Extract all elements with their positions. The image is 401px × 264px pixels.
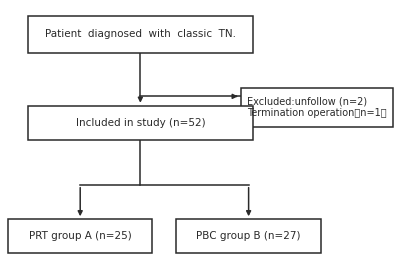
FancyBboxPatch shape [28, 16, 253, 53]
Text: Patient  diagnosed  with  classic  TN.: Patient diagnosed with classic TN. [45, 29, 236, 39]
Text: PBC group B (n=27): PBC group B (n=27) [196, 231, 301, 241]
Text: Included in study (n=52): Included in study (n=52) [75, 118, 205, 128]
FancyBboxPatch shape [241, 88, 393, 127]
Text: Excluded:unfollow (n=2)
Termination operation（n=1）: Excluded:unfollow (n=2) Termination oper… [247, 97, 387, 118]
Text: PRT group A (n=25): PRT group A (n=25) [29, 231, 132, 241]
FancyBboxPatch shape [8, 219, 152, 253]
FancyBboxPatch shape [176, 219, 321, 253]
FancyBboxPatch shape [28, 106, 253, 140]
